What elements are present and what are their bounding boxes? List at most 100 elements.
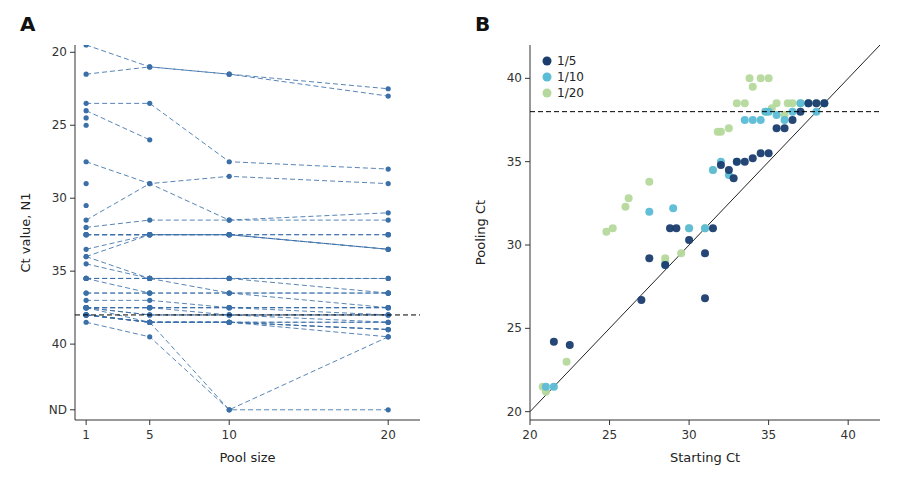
data-point — [757, 149, 765, 157]
data-point — [84, 298, 89, 303]
data-point — [84, 108, 89, 113]
data-point — [820, 99, 828, 107]
x-tick-label: 20 — [522, 428, 537, 442]
data-point — [386, 217, 391, 222]
plot-area — [530, 45, 880, 412]
data-point — [685, 236, 693, 244]
data-point — [386, 247, 391, 252]
reference-line — [75, 314, 420, 315]
data-point — [84, 159, 89, 164]
figure: 1510202025303540NDPool sizeCt value, N1A… — [0, 0, 900, 496]
series-line — [86, 67, 388, 89]
y-tick — [70, 198, 75, 199]
data-point — [746, 74, 754, 82]
data-point — [227, 232, 232, 237]
x-tick — [689, 420, 690, 425]
y-tick — [70, 125, 75, 126]
data-point — [386, 232, 391, 237]
data-point — [227, 159, 232, 164]
data-point — [84, 261, 89, 266]
data-point — [741, 116, 749, 124]
y-tick — [525, 328, 530, 329]
data-point — [84, 305, 89, 310]
data-point — [147, 305, 152, 310]
data-point — [757, 74, 765, 82]
plot-area — [75, 45, 420, 412]
series-line — [86, 293, 388, 294]
data-point — [672, 224, 680, 232]
data-point — [147, 320, 152, 325]
data-point — [84, 72, 89, 77]
series-line — [86, 315, 388, 322]
data-point — [227, 320, 232, 325]
data-point — [84, 123, 89, 128]
data-point — [804, 99, 812, 107]
series-line — [86, 235, 388, 250]
data-point — [147, 320, 152, 325]
data-point — [804, 99, 812, 107]
data-point — [386, 305, 391, 310]
legend-label: 1/10 — [557, 70, 584, 84]
data-point — [804, 99, 812, 107]
data-point — [147, 276, 152, 281]
x-tick — [86, 420, 87, 425]
y-tick — [70, 344, 75, 345]
series-line — [86, 308, 388, 315]
data-point — [386, 232, 391, 237]
data-point — [147, 217, 152, 222]
data-point — [227, 305, 232, 310]
data-point — [84, 305, 89, 310]
series-line — [86, 315, 388, 330]
data-point — [84, 225, 89, 230]
data-point — [147, 320, 152, 325]
data-point — [84, 217, 89, 222]
x-tick — [530, 420, 531, 425]
data-point — [227, 320, 232, 325]
data-point — [84, 290, 89, 295]
data-point — [147, 232, 152, 237]
data-point — [765, 149, 773, 157]
series-line — [86, 235, 388, 250]
panel: 1510202025303540NDPool sizeCt value, N1A — [18, 12, 420, 465]
data-point — [147, 305, 152, 310]
x-tick — [609, 420, 610, 425]
data-point — [386, 407, 391, 412]
series-line — [86, 184, 388, 220]
data-point — [84, 276, 89, 281]
data-point — [749, 116, 757, 124]
y-tick-label: 40 — [52, 337, 67, 351]
data-point — [227, 290, 232, 295]
y-tick — [525, 78, 530, 79]
data-point — [386, 305, 391, 310]
data-point — [227, 305, 232, 310]
data-point — [749, 83, 757, 91]
data-point — [773, 99, 781, 107]
series-line — [86, 300, 388, 307]
legend-swatch — [543, 57, 552, 66]
data-point — [386, 276, 391, 281]
data-point — [542, 383, 550, 391]
data-point — [796, 99, 804, 107]
data-point — [773, 124, 781, 132]
x-tick — [229, 420, 230, 425]
data-point — [147, 334, 152, 339]
panel: 20253035402025303540Starting CtPooling C… — [473, 12, 880, 465]
data-point — [701, 224, 709, 232]
data-point — [701, 249, 709, 257]
data-point — [386, 327, 391, 332]
data-point — [717, 161, 725, 169]
data-point — [84, 181, 89, 186]
data-point — [227, 305, 232, 310]
series-line — [86, 308, 388, 315]
data-point — [645, 178, 653, 186]
data-point — [386, 320, 391, 325]
y-tick-label: 40 — [507, 71, 522, 85]
data-point — [725, 124, 733, 132]
series-line — [86, 307, 388, 308]
data-point — [386, 305, 391, 310]
data-point — [147, 276, 152, 281]
data-point — [227, 407, 232, 412]
data-point — [84, 101, 89, 106]
panel-title: A — [20, 12, 36, 36]
y-tick-label: 20 — [507, 405, 522, 419]
